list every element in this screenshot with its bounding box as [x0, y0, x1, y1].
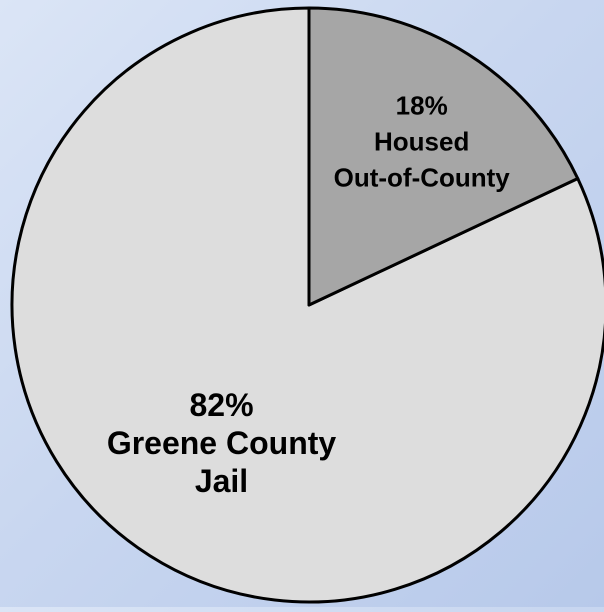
pie-slice-label-line: Out-of-County	[334, 163, 511, 193]
pie-slice-label-line: Greene County	[107, 425, 337, 461]
pie-slice-label-line: 82%	[189, 387, 253, 423]
pie-slice-1	[307, 6, 580, 307]
pie-slice-label-line: Jail	[195, 463, 248, 499]
pie-slice-label-0: 82% Greene County Jail	[107, 387, 337, 499]
pie-slice-label-line: 18%	[396, 91, 448, 121]
pie-slice-label-1: 18% Housed Out-of-County	[334, 91, 511, 193]
pie-slice-label-line: Housed	[374, 127, 469, 157]
